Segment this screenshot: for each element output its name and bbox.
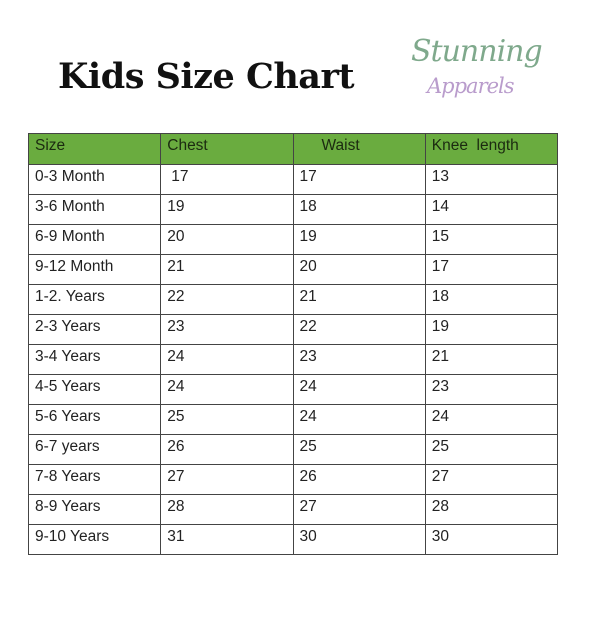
- cell-knee-length: 21: [424, 344, 559, 375]
- cell-waist: 24: [292, 404, 426, 435]
- cell-chest: 28: [160, 494, 294, 525]
- cell-chest: 23: [160, 314, 294, 345]
- cell-size: 4-5 Years: [27, 374, 162, 405]
- cell-knee-length: 19: [424, 314, 559, 345]
- table-header-row: Size Chest Waist Knee length: [27, 133, 559, 165]
- cell-waist: 21: [292, 284, 426, 315]
- table-row: 0-3 Month 17 17 13: [27, 164, 559, 195]
- cell-waist: 26: [292, 464, 426, 495]
- cell-knee-length: 14: [424, 194, 559, 225]
- cell-size: 1-2. Years: [27, 284, 162, 315]
- cell-chest: 22: [160, 284, 294, 315]
- table-row: 3-4 Years 24 23 21: [27, 344, 559, 375]
- table-row: 6-9 Month 20 19 15: [27, 224, 559, 255]
- cell-waist: 25: [292, 434, 426, 465]
- table-row: 6-7 years 26 25 25: [27, 434, 559, 465]
- cell-size: 9-10 Years: [27, 524, 162, 555]
- cell-knee-length: 13: [424, 164, 559, 195]
- cell-size: 8-9 Years: [27, 494, 162, 525]
- cell-waist: 20: [292, 254, 426, 285]
- cell-chest: 27: [160, 464, 294, 495]
- table-row: 2-3 Years 23 22 19: [27, 314, 559, 345]
- cell-size: 3-4 Years: [27, 344, 162, 375]
- header-waist: Waist: [292, 133, 426, 165]
- cell-waist: 30: [292, 524, 426, 555]
- cell-knee-length: 25: [424, 434, 559, 465]
- cell-chest: 20: [160, 224, 294, 255]
- cell-waist: 27: [292, 494, 426, 525]
- cell-waist: 17: [292, 164, 426, 195]
- cell-size: 9-12 Month: [27, 254, 162, 285]
- cell-size: 6-9 Month: [27, 224, 162, 255]
- cell-size: 0-3 Month: [27, 164, 162, 195]
- cell-size: 6-7 years: [27, 434, 162, 465]
- cell-knee-length: 28: [424, 494, 559, 525]
- logo-line-1: Stunning: [411, 34, 543, 69]
- cell-chest: 31: [160, 524, 294, 555]
- cell-chest: 26: [160, 434, 294, 465]
- cell-chest: 21: [160, 254, 294, 285]
- cell-chest: 17: [160, 164, 294, 195]
- cell-waist: 18: [292, 194, 426, 225]
- cell-knee-length: 27: [424, 464, 559, 495]
- table-row: 5-6 Years 25 24 24: [27, 404, 559, 435]
- cell-waist: 22: [292, 314, 426, 345]
- table-row: 8-9 Years 28 27 28: [27, 494, 559, 525]
- cell-chest: 24: [160, 374, 294, 405]
- cell-knee-length: 15: [424, 224, 559, 255]
- table-row: 9-12 Month 21 20 17: [27, 254, 559, 285]
- cell-size: 3-6 Month: [27, 194, 162, 225]
- logo-line-2: Apparels: [427, 74, 515, 98]
- table-row: 9-10 Years 31 30 30: [27, 524, 559, 555]
- table-row: 3-6 Month 19 18 14: [27, 194, 559, 225]
- size-table: Size Chest Waist Knee length 0-3 Month 17…: [27, 133, 559, 555]
- table-row: 4-5 Years 24 24 23: [27, 374, 559, 405]
- header-chest: Chest: [160, 133, 294, 165]
- page-title: Kids Size Chart: [58, 56, 355, 97]
- cell-waist: 24: [292, 374, 426, 405]
- cell-knee-length: 30: [424, 524, 559, 555]
- cell-knee-length: 23: [424, 374, 559, 405]
- brand-logo: Stunning Apparels: [405, 34, 543, 114]
- cell-size: 7-8 Years: [27, 464, 162, 495]
- cell-waist: 19: [292, 224, 426, 255]
- cell-size: 2-3 Years: [27, 314, 162, 345]
- cell-size: 5-6 Years: [27, 404, 162, 435]
- header-size: Size: [27, 133, 162, 165]
- header-knee-length: Knee length: [424, 133, 559, 165]
- cell-chest: 24: [160, 344, 294, 375]
- cell-knee-length: 18: [424, 284, 559, 315]
- cell-knee-length: 17: [424, 254, 559, 285]
- table-row: 1-2. Years 22 21 18: [27, 284, 559, 315]
- table-row: 7-8 Years 27 26 27: [27, 464, 559, 495]
- cell-chest: 19: [160, 194, 294, 225]
- cell-chest: 25: [160, 404, 294, 435]
- cell-knee-length: 24: [424, 404, 559, 435]
- cell-waist: 23: [292, 344, 426, 375]
